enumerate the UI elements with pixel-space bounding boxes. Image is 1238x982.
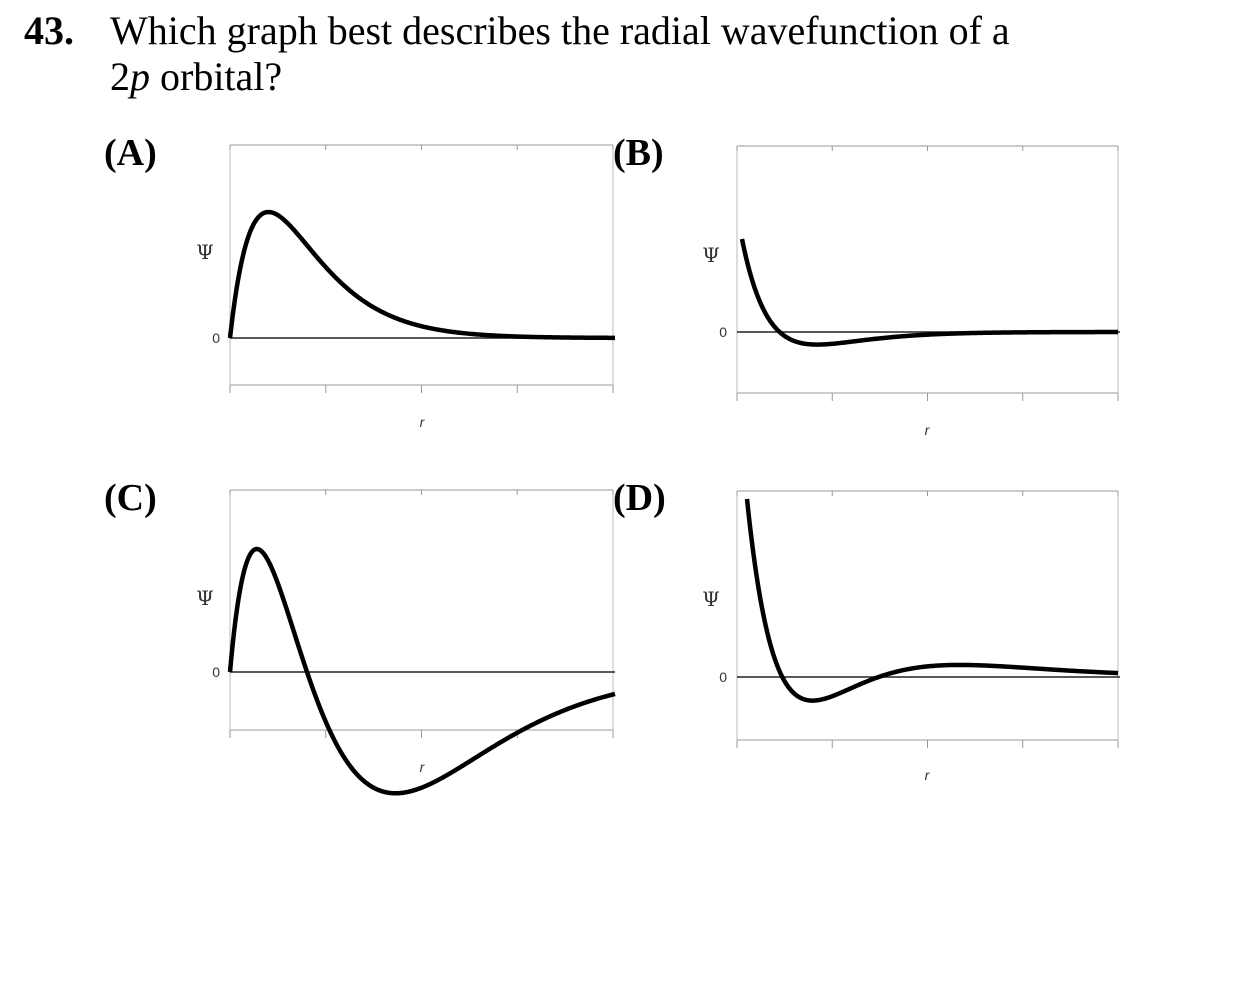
x-ticks bbox=[736, 491, 1119, 748]
question-line-1: Which graph best describes the radial wa… bbox=[110, 8, 1010, 53]
wavefunction-curve-b bbox=[739, 238, 1119, 347]
wavefunction-curve-d bbox=[744, 498, 1120, 703]
y-tick-zero: 0 bbox=[719, 324, 727, 340]
plot-frame bbox=[736, 145, 1119, 394]
chart-option-d: 0 Ψ r bbox=[702, 490, 1120, 783]
question-line-2-prefix: 2 bbox=[110, 54, 130, 99]
wavefunction-curve-a bbox=[227, 209, 616, 341]
chart-option-a: 0 Ψ r bbox=[196, 144, 616, 430]
x-axis-label: r bbox=[420, 414, 426, 430]
question-line-2: 2p orbital? bbox=[110, 54, 1110, 100]
y-tick-zero: 0 bbox=[212, 330, 220, 346]
chart-option-b: 0 Ψ r bbox=[702, 145, 1120, 438]
x-axis-label: r bbox=[420, 759, 426, 775]
option-a-label[interactable]: (A) bbox=[104, 132, 157, 174]
x-ticks bbox=[229, 145, 614, 393]
y-axis-label: Ψ bbox=[702, 243, 720, 267]
question-line-2-italic: p bbox=[130, 54, 150, 99]
x-ticks bbox=[736, 146, 1119, 401]
y-axis-label: Ψ bbox=[196, 240, 214, 264]
y-axis-label: Ψ bbox=[196, 586, 214, 610]
y-tick-zero: 0 bbox=[212, 664, 220, 680]
chart-option-c: 0 Ψ r bbox=[196, 489, 616, 796]
x-axis-label: r bbox=[925, 422, 931, 438]
option-c-label[interactable]: (C) bbox=[104, 477, 157, 519]
x-axis-label: r bbox=[925, 767, 931, 783]
y-tick-zero: 0 bbox=[719, 669, 727, 685]
y-axis-label: Ψ bbox=[702, 587, 720, 611]
plot-frame bbox=[736, 490, 1119, 741]
option-b-label[interactable]: (B) bbox=[613, 132, 664, 174]
wavefunction-curve-c bbox=[227, 546, 616, 796]
question-text: Which graph best describes the radial wa… bbox=[110, 8, 1110, 100]
option-d-label[interactable]: (D) bbox=[613, 477, 666, 519]
question-number: 43. bbox=[24, 8, 74, 53]
plot-frame bbox=[229, 144, 614, 386]
question-line-2-suffix: orbital? bbox=[150, 54, 283, 99]
